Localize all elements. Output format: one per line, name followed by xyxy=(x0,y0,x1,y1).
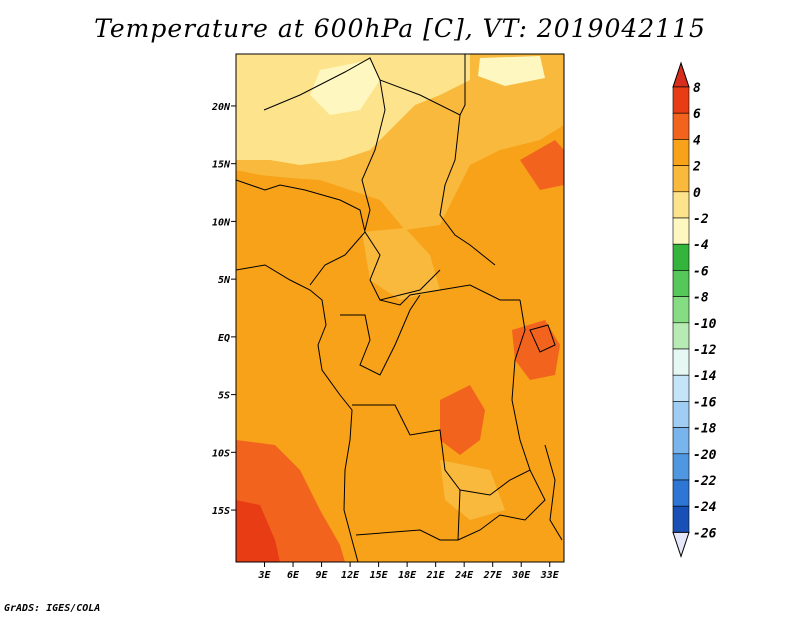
coastline xyxy=(236,264,359,562)
colorbar-label: 2 xyxy=(692,160,701,175)
lat-tick-label: 15S xyxy=(212,506,230,517)
lon-tick-label: 30E xyxy=(511,570,531,581)
field-4-6-congo xyxy=(440,385,485,455)
field-4-6-east xyxy=(512,320,560,380)
colorbar-label: -10 xyxy=(693,317,717,332)
border-car xyxy=(379,284,520,306)
colorbar-label: -14 xyxy=(693,369,717,384)
colorbar-bin xyxy=(672,296,690,324)
lon-tick-label: 9E xyxy=(316,570,329,581)
field-6-8-southwest xyxy=(236,500,280,562)
lat-tick-label: 10S xyxy=(212,448,230,459)
colorbar-label: 4 xyxy=(693,133,701,148)
lon-tick-label: 27E xyxy=(483,570,503,581)
lon-tick-label: 21E xyxy=(426,570,446,581)
colorbar-bin xyxy=(672,348,690,376)
border-west-africa xyxy=(236,179,366,286)
country-borders xyxy=(236,54,563,562)
colorbar-bin xyxy=(672,374,690,402)
temperature-field xyxy=(236,54,564,562)
colorbar-label: -18 xyxy=(693,422,717,437)
border-angola xyxy=(352,404,461,541)
colorbar-label: 6 xyxy=(693,107,701,122)
colorbar-label: -8 xyxy=(693,291,709,306)
map-title: Temperature at 600hPa [C], VT: 201904211… xyxy=(94,14,706,43)
lat-tick-label: 20N xyxy=(211,102,231,113)
border-nigeria-cameroon xyxy=(364,231,441,301)
colorbar: 8 6 4 2 0 -2 -4 -6 -8 -10 -12 -14 -16 -18 -20 -22 -24 -26 xyxy=(672,61,717,558)
colorbar-bin xyxy=(672,86,690,114)
map-frame xyxy=(235,53,565,563)
longitude-axis: 3E 6E 9E 12E 15E 18E 21E 24E 27E 30E 33E xyxy=(257,562,560,581)
colorbar-bin xyxy=(672,243,690,271)
lon-tick-label: 6E xyxy=(287,570,300,581)
border-lake-victoria xyxy=(529,324,556,353)
colorbar-bin xyxy=(672,139,690,166)
field-0-2-south xyxy=(440,460,505,520)
border-congo-drc xyxy=(340,294,421,376)
lat-tick-label: 10N xyxy=(212,217,231,228)
colorbar-bin xyxy=(672,270,690,297)
colorbar-bin xyxy=(672,217,690,245)
field-0-2-central xyxy=(362,228,440,300)
latitude-axis: 20N 15N 10N 5N EQ 5S 10S 15S xyxy=(211,102,236,517)
colorbar-bin xyxy=(672,322,690,350)
colorbar-bin xyxy=(672,427,690,455)
lat-tick-label: 5S xyxy=(218,391,230,402)
colorbar-label: -6 xyxy=(693,264,709,279)
colorbar-label: -2 xyxy=(693,212,709,227)
colorbar-label: -22 xyxy=(693,474,717,489)
lat-tick-label: EQ xyxy=(218,333,230,344)
field-neg4-neg2-northeast xyxy=(478,56,545,86)
colorbar-label: -26 xyxy=(693,526,717,541)
colorbar-label: -20 xyxy=(693,448,717,463)
colorbar-label: 8 xyxy=(693,81,701,96)
field-neg4-neg2-north xyxy=(310,60,380,115)
grads-credit: GrADS: IGES/COLA xyxy=(4,603,101,614)
border-mozambique xyxy=(544,444,563,541)
colorbar-label: -12 xyxy=(693,343,717,358)
colorbar-label: -4 xyxy=(693,238,709,253)
border-drc-east xyxy=(511,299,531,471)
colorbar-label: 0 xyxy=(693,186,701,201)
lon-tick-label: 24E xyxy=(454,570,474,581)
border-sahara xyxy=(263,57,386,231)
colorbar-bin xyxy=(672,112,690,140)
lat-tick-label: 15N xyxy=(212,160,231,171)
colorbar-bin xyxy=(672,479,690,507)
colorbar-bin xyxy=(672,165,690,193)
colorbar-label: -24 xyxy=(693,500,717,515)
border-chad-sudan xyxy=(439,114,496,266)
colorbar-bin xyxy=(672,191,690,219)
colorbar-bin xyxy=(672,453,690,481)
lon-tick-label: 15E xyxy=(370,570,389,581)
lon-tick-label: 18E xyxy=(398,570,417,581)
colorbar-bottom-arrow xyxy=(672,531,690,558)
field-4-6-northeast xyxy=(520,140,564,190)
colorbar-bin xyxy=(672,505,690,533)
colorbar-bin xyxy=(672,401,690,428)
lon-tick-label: 12E xyxy=(341,570,360,581)
lon-tick-label: 3E xyxy=(257,570,271,581)
colorbar-label: -16 xyxy=(693,395,717,410)
lat-tick-label: 5N xyxy=(218,275,231,286)
colorbar-top-arrow xyxy=(672,61,690,88)
lon-tick-label: 33E xyxy=(540,570,560,581)
border-zambia xyxy=(457,469,546,541)
